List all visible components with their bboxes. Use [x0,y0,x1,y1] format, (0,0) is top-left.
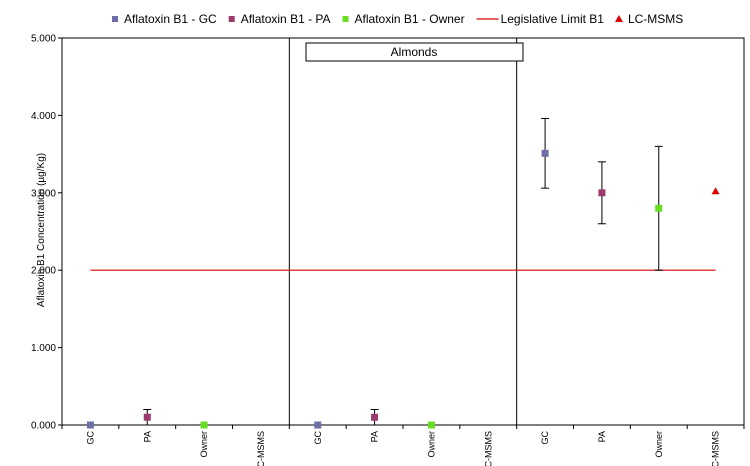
y-axis-title: Aflatoxin B1 Concentration (µg/Kg) [36,153,47,307]
y-tick-label: 5.000 [31,34,56,45]
data-point [655,204,663,212]
x-tick-label: C-MSMS [483,431,493,466]
legend: Aflatoxin B1 - GC Aflatoxin B1 - PA Aflato… [112,12,683,26]
series-layer [86,117,720,429]
legend-item: Aflatoxin B1 - PA [228,12,331,26]
legend-label: Aflatoxin B1 - GC [124,12,217,26]
panel-label: Almonds [391,45,438,59]
x-tick-label: GC [540,430,550,444]
panel-label-box: Almonds [305,42,524,62]
y-tick-label: 4.000 [31,111,56,122]
data-point [86,421,94,429]
legend-item: Aflatoxin B1 - Owner [342,12,465,26]
legend-item: Legislative Limit B1 [476,12,605,26]
legend-item: Aflatoxin B1 - GC [112,12,217,26]
x-tick-label: Owner [426,431,436,458]
data-point [598,189,606,197]
legend-marker [112,16,118,22]
y-tick-label: 0.000 [31,421,56,432]
plot-area [61,37,745,426]
x-tick-label: Owner [199,431,209,458]
x-tick-label: PA [370,431,380,442]
x-axis: GC PA Owner C-MSMS GC PA Owner C-MSMS GC PA Owner C… [61,425,745,466]
legend-marker [342,16,349,22]
data-point [314,421,322,429]
x-tick-label: PA [597,431,607,442]
data-point [143,413,151,421]
legend-marker [614,15,623,22]
data-point [371,413,379,421]
data-point [711,187,720,195]
y-tick-label: 3.000 [31,188,56,199]
legend-label: Aflatoxin B1 - PA [241,12,331,26]
data-point [200,421,208,429]
x-tick-label: GC [85,430,95,444]
data-point [427,421,435,429]
x-tick-label: GC [313,430,323,444]
x-tick-label: PA [142,431,152,442]
x-tick-label: C-MSMS [711,431,721,466]
data-point [541,149,549,157]
panel-label-frame [305,42,524,62]
plot-border [61,37,745,426]
legend-label: LC-MSMS [628,12,683,26]
y-axis: 0.000 1.000 2.000 3.000 4.000 5.000 [31,34,62,432]
legend-item: LC-MSMS [614,12,683,26]
legend-marker [228,16,235,22]
x-tick-label: Owner [654,431,664,458]
legend-label: Aflatoxin B1 - Owner [355,12,465,26]
y-tick-label: 1.000 [31,343,56,354]
legend-label: Legislative Limit B1 [501,12,605,26]
y-tick-label: 2.000 [31,266,56,277]
x-tick-label: C-MSMS [256,431,266,466]
